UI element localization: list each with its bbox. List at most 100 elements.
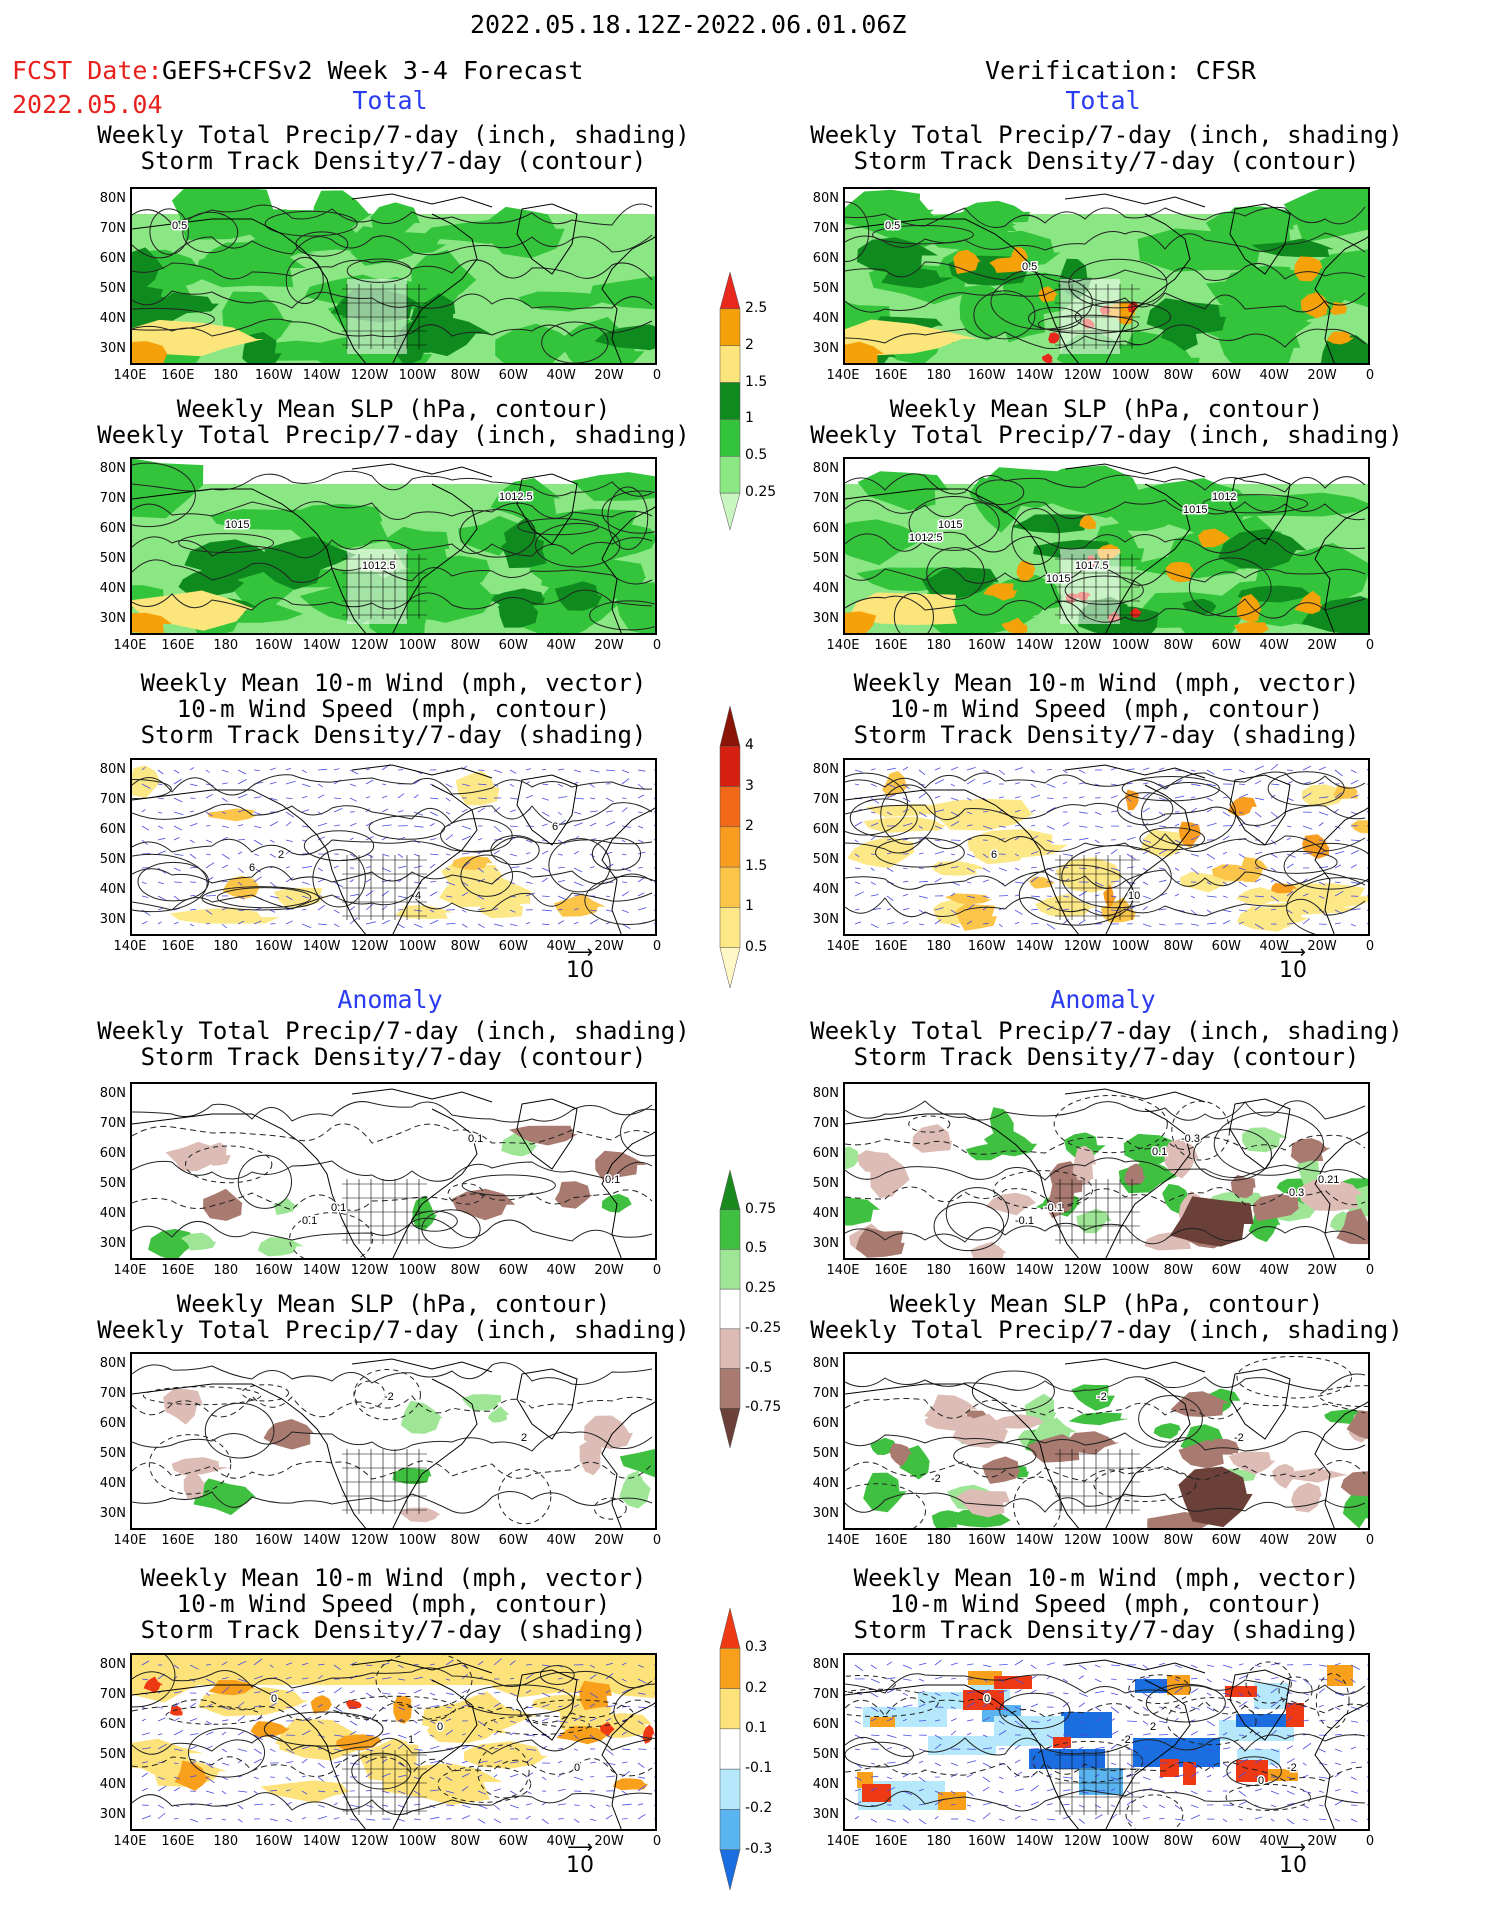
storm-density-area [1124,789,1139,811]
precip-anomaly-area [924,1394,978,1428]
colorbar-swatch [719,1728,741,1770]
lat-tick-label: 80N [812,1086,839,1101]
lon-tick-label: 160E [161,1533,195,1548]
colorbar-label: 3 [745,777,754,794]
lon-tick-label: 180 [926,368,952,383]
lon-tick-label: 0 [652,368,662,383]
precip-anomaly-area [1291,1482,1322,1513]
colorbar-swatch [719,1688,741,1730]
lon-tick-label: 120W [1063,1263,1102,1278]
precip-area [594,324,655,351]
lon-tick-label: 140W [302,368,341,383]
lat-tick-label: 80N [99,461,126,476]
lat-tick-label: 40N [99,882,126,897]
lat-tick-label: 40N [99,1476,126,1491]
lat-tick-label: 60N [812,251,839,266]
lat-tick-label: 30N [812,1807,839,1822]
contour-label: 0.5 [1022,261,1037,273]
lon-tick-label: 120W [350,939,389,954]
lon-tick-label: 40W [1259,368,1289,383]
lat-tick-label: 40N [812,311,839,326]
colorbar-swatch [719,492,741,530]
lon-tick-label: 140W [1015,1533,1054,1548]
precip-anomaly-area [845,1146,861,1169]
lat-tick-label: 70N [812,491,839,506]
map-canvas: 0.5 0.5 [845,189,1368,363]
lat-tick-label: 30N [99,1807,126,1822]
lon-tick-label: 60W [1211,368,1241,383]
lat-tick-label: 50N [99,1176,126,1191]
lat-tick-label: 80N [99,762,126,777]
precip-area [1041,353,1053,363]
colorbar-swatch [719,1648,741,1689]
storm-density-area [1035,893,1099,917]
lon-tick-label: 140E [826,939,860,954]
colorbar-swatch [719,345,741,383]
lat-tick-label: 60N [99,822,126,837]
colorbar-strip [719,706,741,988]
lon-tick-label: 0 [1365,1533,1375,1548]
precip-anomaly-area [619,1470,652,1509]
contour-label: 6 [991,849,997,861]
precip-area [1233,622,1270,633]
lon-tick-label: 140E [113,1533,147,1548]
colorbar-label: 0.5 [745,1240,768,1257]
precip-anomaly-area [509,1125,578,1146]
lat-tick-label: 30N [99,912,126,927]
lon-tick-label: 160E [161,368,195,383]
storm-anomaly-area [579,1680,612,1711]
lat-tick-label: 50N [812,1747,839,1762]
lon-tick-label: 40W [546,1263,576,1278]
contour-label: 0.1 [331,1202,346,1214]
lon-tick-label: 120W [1063,368,1102,383]
contour-lines [845,201,1366,349]
lon-tick-label: 20W [594,1533,624,1548]
lon-tick-label: 60W [498,939,528,954]
colorbar-strip [719,1608,741,1890]
map-plot: 2 4 6 6 [130,758,657,936]
lat-tick-label: 80N [99,191,126,206]
precip-anomaly-shading [863,1384,1368,1528]
lat-tick-label: 40N [99,1206,126,1221]
storm-anomaly-area [174,1760,210,1791]
lon-tick-label: 60W [1211,638,1241,653]
lat-tick-label: 60N [99,1146,126,1161]
colorbar-swatch [719,826,741,868]
precip-area [983,583,1018,601]
coastlines [132,764,655,934]
precip-area [1283,189,1368,243]
colorbar-swatch [719,272,741,310]
precip-anomaly-area [970,1241,1007,1258]
lon-tick-label: 120W [350,368,389,383]
lon-tick-label: 100W [398,939,437,954]
map-plot: -0.1 -0.3 0.21 -0.1 0.1 0.3 [843,1082,1370,1260]
contour-lines [132,1101,655,1258]
reference-vector-arrow-icon: ⟶ [1280,1837,1306,1858]
precip-area [849,592,958,626]
contour-label: -2 [1121,1734,1131,1746]
fcst-model-label: GEFS+CFSv2 Week 3-4 Forecast [162,56,584,85]
storm-anomaly-area [335,1734,382,1751]
precip-area [845,611,877,633]
lon-tick-label: 80W [1163,1834,1194,1849]
storm-anomaly-area [938,1792,966,1810]
lat-tick-label: 50N [99,551,126,566]
storm-density-area [1101,897,1137,923]
lon-tick-label: 180 [926,638,952,653]
lon-tick-label: 100W [398,1834,437,1849]
colorbar-swatch [719,907,741,948]
precip-area [490,478,561,525]
colorbar-label: 0.5 [745,938,768,955]
colorbar-label: -0.25 [745,1319,782,1336]
precip-anomaly-shading [845,1107,1368,1258]
lon-tick-label: 180 [926,1834,952,1849]
lon-tick-label: 120W [1063,638,1102,653]
map-canvas: 6 10 [845,763,1368,934]
lon-tick-label: 40W [1259,939,1289,954]
precip-anomaly-area [206,1142,231,1166]
storm-density-shading [132,765,606,924]
lon-tick-label: 60W [1211,1834,1241,1849]
storm-anomaly-area [613,1778,649,1791]
precip-area [1198,528,1231,548]
lat-tick-label: 70N [812,221,839,236]
